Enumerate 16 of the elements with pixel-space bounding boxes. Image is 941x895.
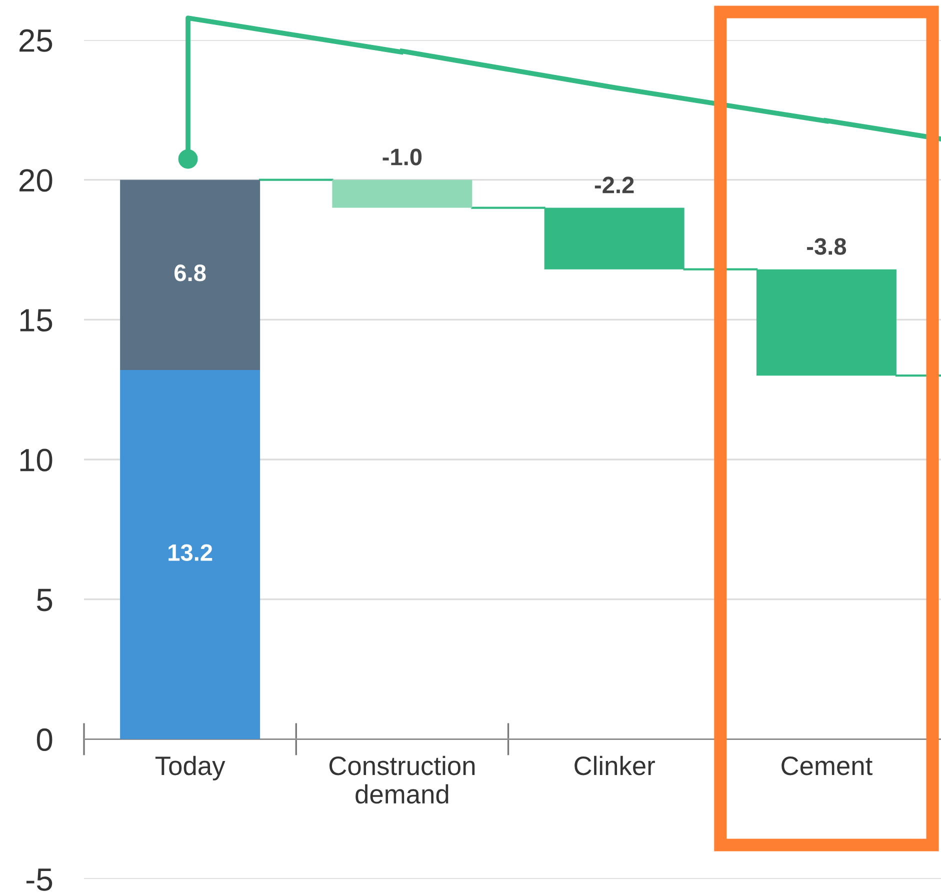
- y-tick-label: 20: [20, 169, 52, 192]
- y-tick-label: 10: [20, 448, 52, 472]
- y-tick-label: 0: [36, 728, 52, 752]
- data-label: -1.0: [382, 148, 422, 166]
- x-tick-label: Today: [155, 756, 226, 780]
- y-tick-label: 5: [36, 588, 52, 612]
- data-label: 6.8: [174, 264, 206, 282]
- x-tick-label: Construction demand: [329, 756, 475, 804]
- data-label: 13.2: [168, 544, 212, 561]
- y-tick-label: 25: [20, 29, 52, 52]
- data-label: -2.2: [594, 176, 634, 194]
- x-tick-label: Clinker: [574, 756, 655, 776]
- y-tick-label: 15: [20, 309, 52, 332]
- data-label: -3.8: [807, 238, 846, 255]
- y-tick-label: -5: [26, 868, 52, 891]
- x-tick-label: Cement: [782, 756, 872, 776]
